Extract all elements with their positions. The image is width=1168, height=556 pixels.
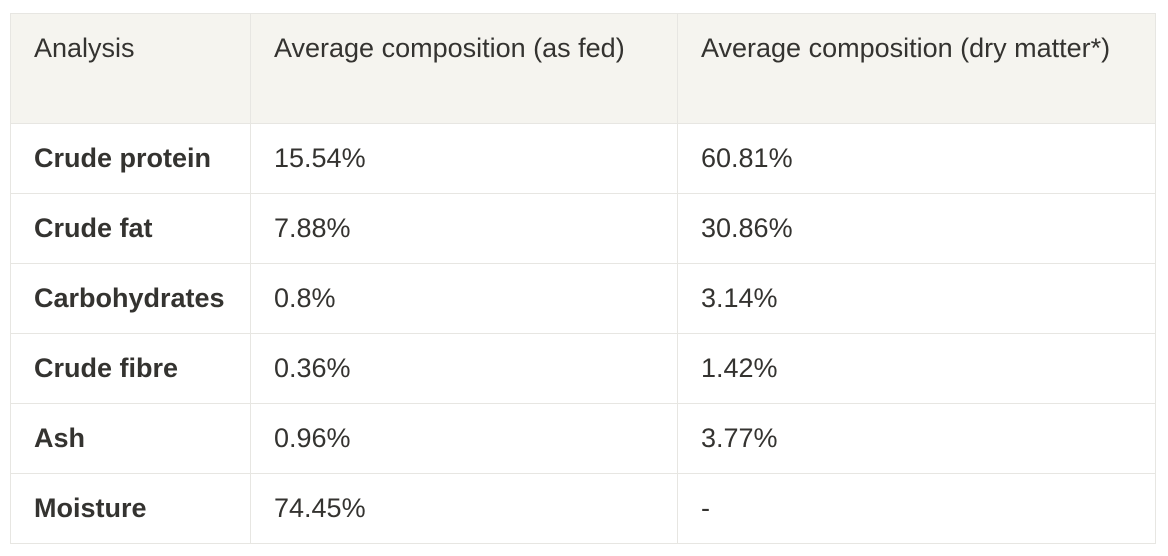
table-row: Crude protein 15.54% 60.81% bbox=[10, 123, 1156, 194]
header-cell-analysis: Analysis bbox=[10, 13, 251, 124]
as-fed-value-cell: 74.45% bbox=[250, 473, 678, 544]
as-fed-value-cell: 7.88% bbox=[250, 193, 678, 264]
dry-matter-value-cell: - bbox=[677, 473, 1156, 544]
as-fed-value-cell: 15.54% bbox=[250, 123, 678, 194]
dry-matter-value-cell: 3.77% bbox=[677, 403, 1156, 474]
nutrition-analysis-table: Analysis Average composition (as fed) Av… bbox=[10, 13, 1156, 544]
table-row: Moisture 74.45% - bbox=[10, 473, 1156, 544]
table-header: Analysis Average composition (as fed) Av… bbox=[10, 13, 1156, 124]
row-label-cell: Ash bbox=[10, 403, 251, 474]
table-row: Crude fibre 0.36% 1.42% bbox=[10, 333, 1156, 404]
row-label-cell: Moisture bbox=[10, 473, 251, 544]
table-row: Carbohydrates 0.8% 3.14% bbox=[10, 263, 1156, 334]
header-row: Analysis Average composition (as fed) Av… bbox=[10, 13, 1156, 124]
dry-matter-value-cell: 3.14% bbox=[677, 263, 1156, 334]
as-fed-value-cell: 0.8% bbox=[250, 263, 678, 334]
dry-matter-value-cell: 60.81% bbox=[677, 123, 1156, 194]
header-cell-dry-matter: Average composition (dry matter*) bbox=[677, 13, 1156, 124]
header-cell-as-fed: Average composition (as fed) bbox=[250, 13, 678, 124]
table-row: Ash 0.96% 3.77% bbox=[10, 403, 1156, 474]
dry-matter-value-cell: 1.42% bbox=[677, 333, 1156, 404]
row-label-cell: Crude fibre bbox=[10, 333, 251, 404]
dry-matter-value-cell: 30.86% bbox=[677, 193, 1156, 264]
as-fed-value-cell: 0.96% bbox=[250, 403, 678, 474]
as-fed-value-cell: 0.36% bbox=[250, 333, 678, 404]
table-row: Crude fat 7.88% 30.86% bbox=[10, 193, 1156, 264]
row-label-cell: Crude protein bbox=[10, 123, 251, 194]
row-label-cell: Crude fat bbox=[10, 193, 251, 264]
table-body: Crude protein 15.54% 60.81% Crude fat 7.… bbox=[10, 123, 1156, 544]
row-label-cell: Carbohydrates bbox=[10, 263, 251, 334]
